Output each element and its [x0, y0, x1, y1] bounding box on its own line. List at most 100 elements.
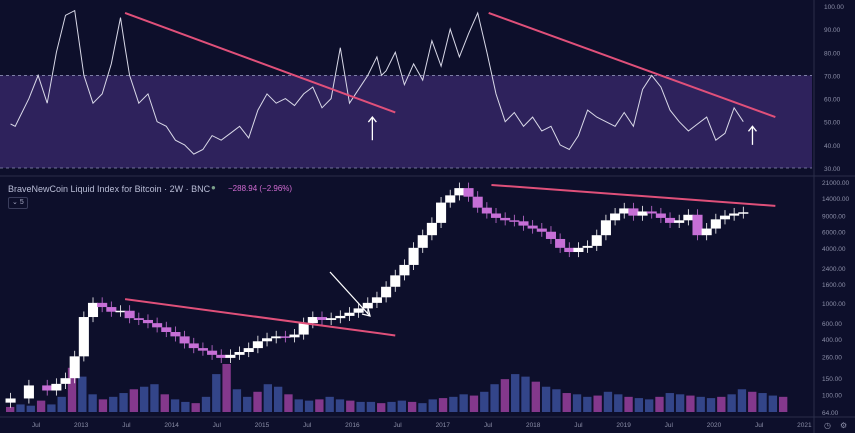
x-tick-label: 2015 [255, 422, 270, 429]
candle-body [655, 213, 666, 218]
candle-body [170, 332, 181, 337]
volume-bar [541, 386, 551, 412]
candle-body [610, 213, 621, 221]
candle-body [97, 302, 108, 308]
candle-body [573, 247, 584, 253]
x-tick-label: Jul [213, 422, 222, 429]
candle-body [399, 264, 410, 276]
x-tick-label: 2019 [616, 422, 631, 429]
candle-body [701, 228, 712, 236]
legend-toggle-button[interactable]: ⌄ 5 [8, 197, 28, 209]
candle-body [692, 214, 703, 236]
candle-body [582, 245, 593, 248]
price-tick-label: 1600.00 [822, 282, 846, 289]
volume-bar [438, 398, 448, 412]
volume-bar [253, 391, 262, 412]
candle-body [60, 378, 71, 384]
candle-body [637, 211, 648, 216]
volume-bar [593, 395, 602, 412]
price-tick-label: 400.00 [822, 337, 842, 344]
volume-bar [88, 394, 97, 412]
volume-bar [212, 374, 221, 412]
candle-body [426, 222, 437, 236]
volume-bar [16, 404, 25, 412]
volume-bar [98, 399, 108, 412]
volume-bar [511, 374, 520, 412]
volume-bar [603, 391, 613, 412]
candle-body [490, 213, 502, 218]
volume-bar [531, 381, 540, 412]
volume-bar [778, 396, 788, 412]
candle-body [445, 195, 456, 203]
candle-body [738, 212, 749, 214]
candle-body [436, 202, 447, 223]
candle-body [628, 208, 639, 216]
settings-icon[interactable]: ⚙ [840, 421, 848, 430]
rsi-tick-label: 80.00 [824, 50, 841, 57]
x-tick-label: 2017 [436, 422, 451, 429]
volume-bar [706, 398, 716, 412]
candle-body [124, 310, 135, 319]
candle-body [463, 188, 474, 197]
rsi-band [0, 75, 812, 168]
volume-bar [315, 399, 324, 412]
rsi-tick-label: 60.00 [824, 97, 841, 104]
arrow-head [361, 307, 371, 317]
candle-body [674, 220, 685, 223]
candle-body [408, 247, 419, 265]
candle-body [527, 225, 538, 229]
candle-body [729, 213, 740, 216]
chevron-down-icon: ⌄ [12, 199, 18, 206]
candle-body [417, 235, 428, 248]
up-arrow-head [367, 116, 377, 123]
x-tick-label: Jul [303, 422, 312, 429]
volume-bar [294, 399, 303, 412]
candle-body [710, 219, 721, 229]
price-tick-label: 4000.00 [822, 246, 846, 253]
volume-bar [686, 395, 695, 412]
volume-bar [645, 399, 654, 412]
volume-bar [562, 393, 571, 412]
x-tick-label: 2020 [707, 422, 722, 429]
candle-body [664, 217, 676, 223]
candle-body [683, 214, 694, 221]
volume-bar [150, 384, 159, 412]
candle-body [454, 188, 465, 196]
candle-body [316, 317, 328, 320]
candle-body [390, 275, 401, 287]
candle-body [234, 352, 245, 355]
chart-title: BraveNewCoin Liquid Index for Bitcoin · … [8, 184, 211, 194]
candle-body [115, 310, 126, 313]
price-tick-label: 9000.00 [822, 214, 846, 221]
price-pane [5, 182, 788, 412]
volume-bar [449, 396, 458, 412]
x-tick-label: 2016 [345, 422, 360, 429]
rsi-pane [0, 9, 855, 177]
x-tick-label: 2018 [526, 422, 541, 429]
candle-body [298, 323, 309, 335]
volume-bar [67, 367, 77, 412]
candle-body [619, 208, 630, 214]
candle-body [207, 350, 218, 355]
volume-bar [758, 393, 767, 412]
price-tick-label: 1000.00 [822, 301, 846, 308]
volume-bar [387, 401, 396, 412]
time-icon[interactable]: ◷ [824, 421, 831, 430]
volume-bar [624, 396, 633, 412]
candle-body [381, 286, 392, 298]
volume-bar [356, 401, 365, 412]
price-tick-label: 64.00 [822, 410, 839, 417]
volume-bar [181, 401, 190, 412]
volume-bar [377, 403, 386, 412]
volume-bar [346, 400, 355, 412]
candle-body [344, 312, 355, 316]
candle-body [69, 356, 80, 379]
volume-bar [284, 394, 293, 412]
volume-bar [119, 393, 128, 412]
candle-body [197, 348, 208, 351]
rsi-tick-label: 100.00 [824, 4, 844, 11]
volume-bar [325, 396, 334, 412]
volume-bar [47, 404, 56, 412]
up-arrow-head [747, 125, 757, 132]
